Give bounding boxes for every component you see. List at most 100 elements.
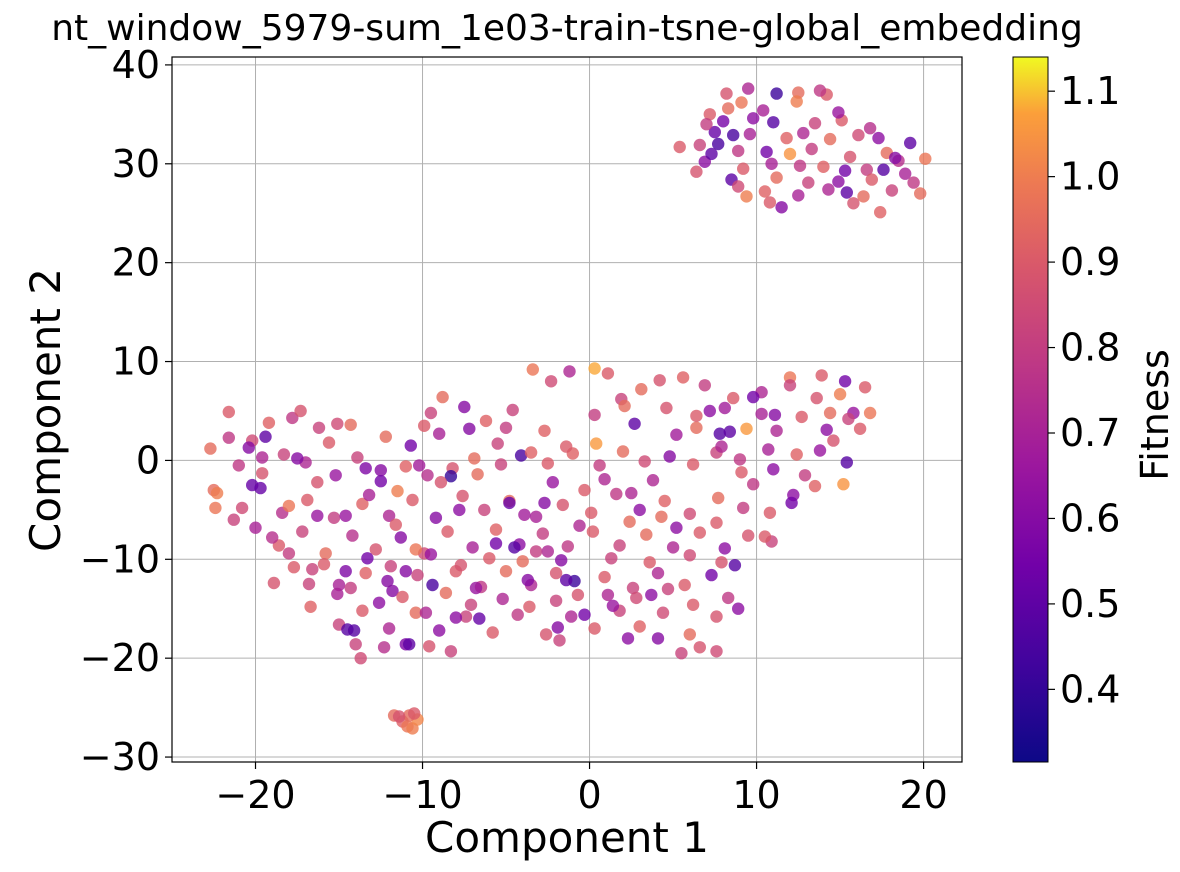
scatter-point [783,379,797,392]
scatter-point [382,622,396,635]
scatter-point [424,548,438,561]
scatter-point [732,180,745,193]
scatter-point [478,503,491,517]
scatter-point [399,460,412,473]
scatter-point [486,626,499,639]
scatter-point [693,526,706,539]
scatter-point [329,469,342,482]
scatter-point [573,519,586,532]
scatter-point [408,707,421,720]
scatter-point [686,458,700,471]
scatter-point [499,565,513,578]
colorbar-tick-label: 0.6 [1060,496,1120,540]
scatter-point [633,503,646,517]
scatter-point [626,581,640,595]
x-axis-ticks: −20 −10 0 10 20 [215,762,948,817]
scatter-point [369,543,382,556]
colorbar-ticks: 0.4 0.5 0.6 0.7 0.8 0.9 1.0 1.1 [1048,69,1120,711]
scatter-point [536,527,549,540]
scatter-point [815,369,828,382]
scatter-point [712,491,725,505]
scatter-point [676,371,690,384]
scatter-point [827,434,840,447]
scatter-point [434,476,448,489]
scatter-point [808,479,822,493]
scatter-point [747,112,760,125]
scatter-point [823,132,837,146]
scatter-point [758,185,772,198]
scatter-point [483,552,496,565]
scatter-point [728,559,742,572]
scatter-point [673,140,686,154]
scatter-point [678,578,691,592]
scatter-point [720,87,733,100]
scatter-point [529,545,543,558]
scatter-point [872,131,885,145]
scatter-point [762,443,775,456]
scatter-points [204,82,932,735]
scatter-point [404,439,417,452]
colorbar-tick-label: 0.5 [1060,582,1120,626]
scatter-point [700,118,713,131]
scatter-point [296,525,309,538]
scatter-point [471,468,484,481]
scatter-point [590,437,603,450]
scatter-point [496,592,509,606]
scatter-point [755,407,768,421]
scatter-point [797,126,810,140]
scatter-point [737,162,750,175]
scatter-point [267,576,281,590]
scatter-point [406,493,419,507]
scatter-point [783,147,797,161]
scatter-point [419,606,433,619]
scatter-point [246,478,259,492]
scatter-point [798,469,812,482]
scatter-point [222,405,235,419]
scatter-point [302,577,316,591]
scatter-point [705,147,718,161]
scatter-point [710,516,723,529]
scatter-point [758,530,772,543]
scatter-point [409,543,422,556]
scatter-point [551,621,564,634]
scatter-point [424,406,438,420]
scatter-point [322,436,336,449]
scatter-point [539,628,553,641]
scatter-point [235,501,249,515]
scatter-point [625,486,638,500]
scatter-point [847,197,860,210]
scatter-point [327,511,341,524]
y-axis-ticks: −30 −20 −10 0 10 20 30 40 [80,43,172,779]
scatter-point [675,647,688,660]
scatter-point [722,102,735,115]
scatter-point [795,410,808,424]
x-tick-label: −10 [382,773,462,817]
scatter-point [717,115,730,128]
scatter-point [563,365,576,378]
scatter-point [463,422,476,435]
scatter-point [346,529,359,542]
scatter-point [742,82,755,95]
scatter-point [683,549,696,562]
scatter-point [339,509,352,522]
y-tick-label: 40 [112,43,160,87]
scatter-point [546,476,559,489]
scatter-point [705,568,718,582]
scatter-point [301,493,314,507]
grid-lines [172,57,962,762]
scatter-point [392,710,406,723]
scatter-point [409,606,422,619]
scatter-point [384,560,397,573]
scatter-point [810,391,823,405]
scatter-point [713,427,726,440]
scatter-point [439,586,453,600]
scatter-point [586,525,600,538]
scatter-point [249,521,262,534]
scatter-point [633,620,646,633]
scatter-point [822,183,835,196]
scatter-point [311,509,324,522]
scatter-point [703,404,716,418]
scatter-point [362,488,376,502]
scatter-point [588,408,601,422]
plot-area-frame [171,56,963,763]
